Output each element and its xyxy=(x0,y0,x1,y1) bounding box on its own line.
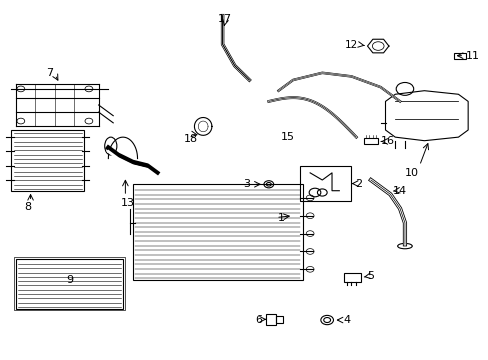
Text: 7: 7 xyxy=(46,68,54,78)
Bar xyxy=(300,166,351,202)
Text: 16: 16 xyxy=(380,136,394,147)
Bar xyxy=(363,138,377,144)
Text: 1: 1 xyxy=(277,212,284,222)
Text: 13: 13 xyxy=(121,198,135,208)
Bar xyxy=(11,130,84,191)
Bar xyxy=(453,53,465,59)
Bar xyxy=(344,273,361,282)
Text: 4: 4 xyxy=(343,315,349,325)
Text: 5: 5 xyxy=(366,271,374,282)
Text: 14: 14 xyxy=(392,186,407,196)
Text: 9: 9 xyxy=(66,275,73,285)
Bar xyxy=(132,184,302,280)
Text: 6: 6 xyxy=(255,315,262,325)
Text: 3: 3 xyxy=(243,179,250,189)
Text: 2: 2 xyxy=(354,179,362,189)
Text: 15: 15 xyxy=(281,132,295,142)
Text: 12: 12 xyxy=(344,40,357,50)
Text: 11: 11 xyxy=(465,51,479,61)
Text: 8: 8 xyxy=(24,202,32,212)
Bar xyxy=(276,316,283,323)
Text: 17: 17 xyxy=(218,14,232,24)
Text: 10: 10 xyxy=(405,168,418,178)
Bar xyxy=(14,257,125,310)
Text: 18: 18 xyxy=(183,134,198,144)
Bar xyxy=(16,258,122,309)
Bar xyxy=(266,314,276,325)
